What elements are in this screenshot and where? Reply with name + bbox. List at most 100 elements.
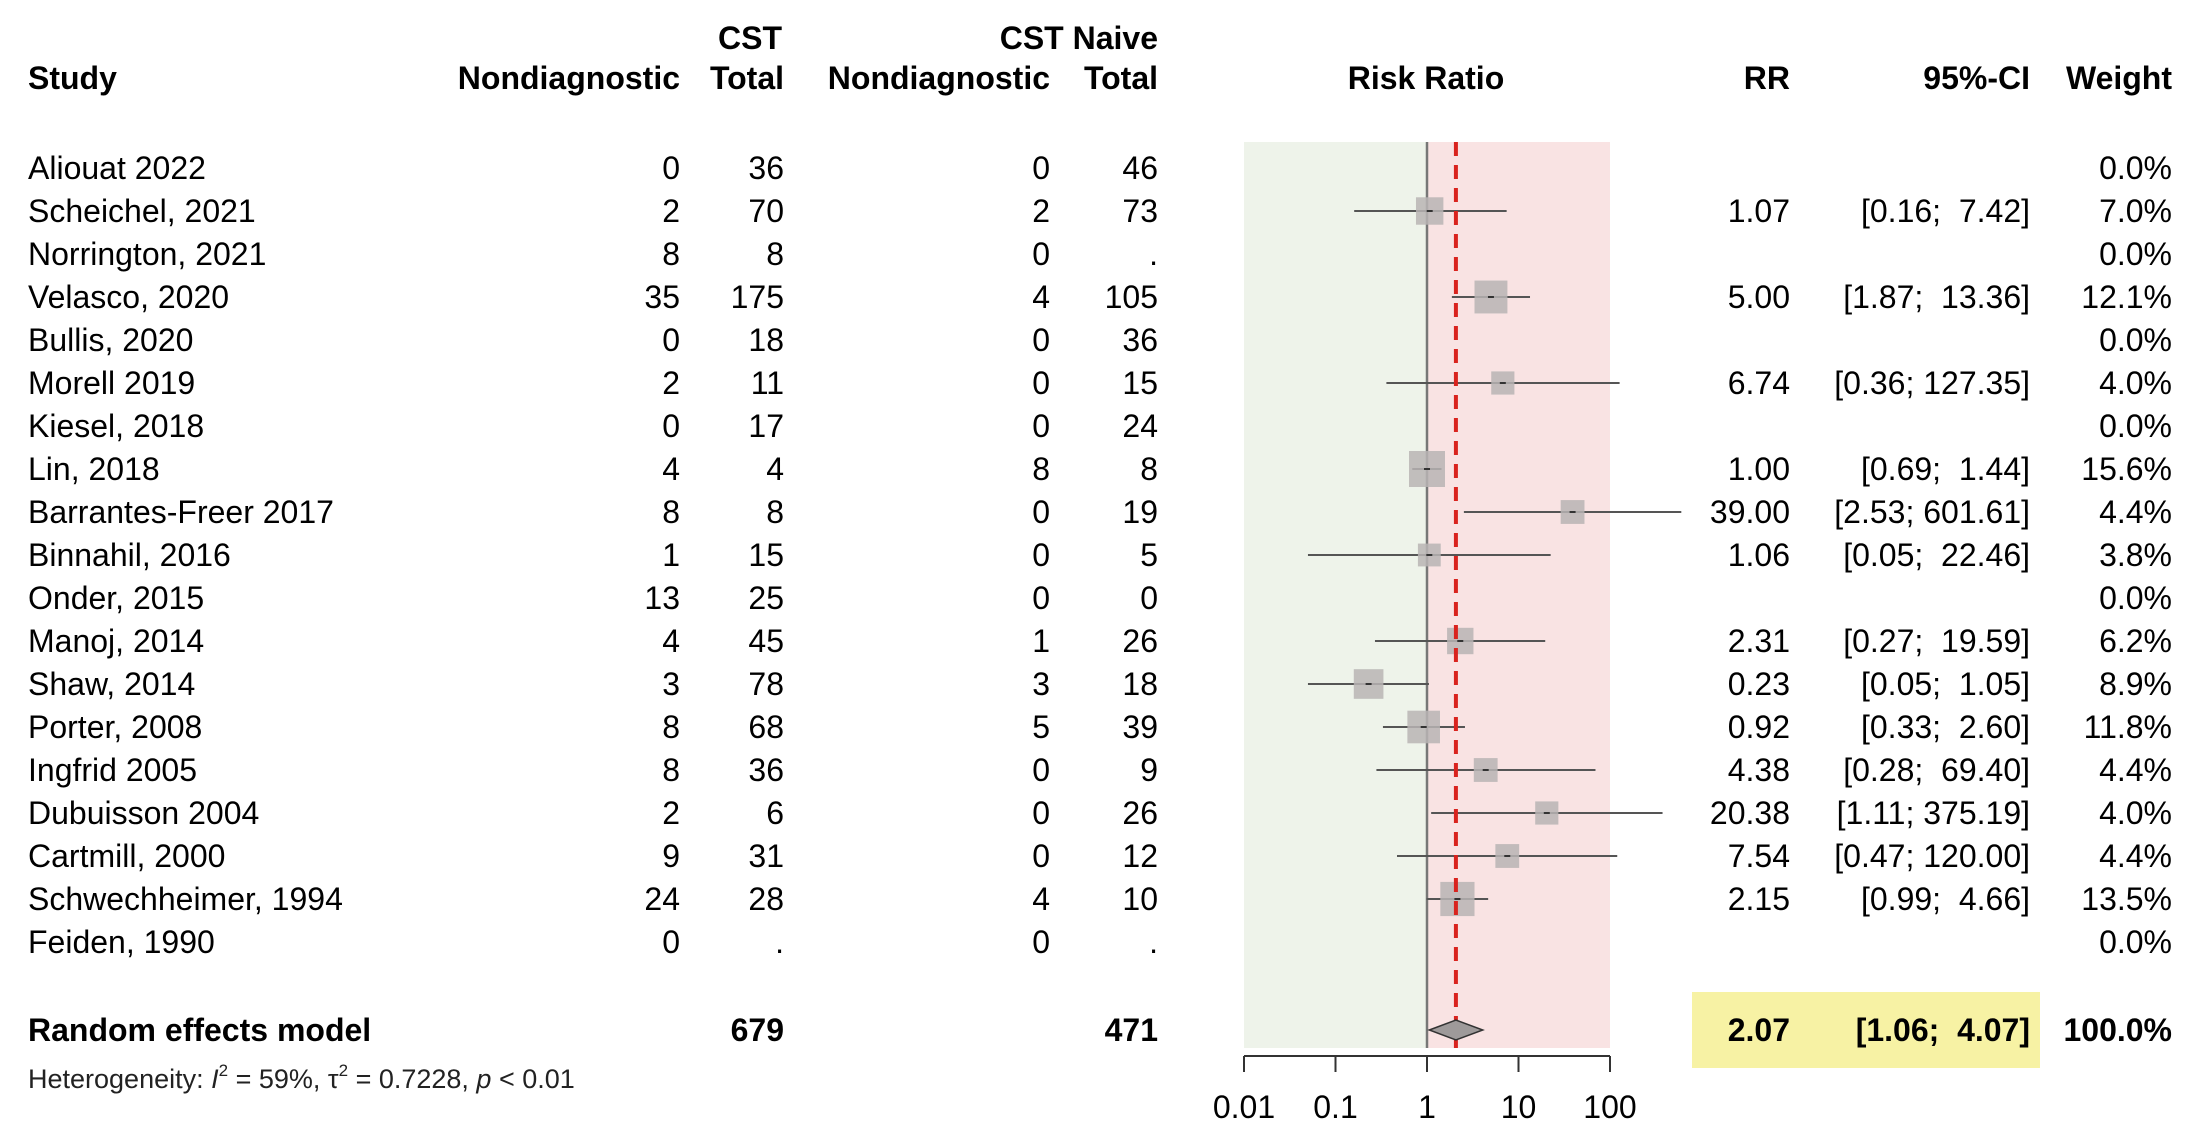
naive-nondiagnostic: 0 <box>1032 752 1050 788</box>
cst-nondiagnostic: 0 <box>662 322 680 358</box>
header-cst-naive: CST Naive <box>999 20 1158 56</box>
cst-total: . <box>775 924 784 960</box>
cst-nondiagnostic: 8 <box>662 236 680 272</box>
study-name: Cartmill, 2000 <box>28 838 226 874</box>
naive-total: 36 <box>1122 322 1158 358</box>
header-naive-total: Total <box>1083 60 1158 96</box>
naive-total: 24 <box>1122 408 1158 444</box>
cst-total: 31 <box>748 838 784 874</box>
cst-nondiagnostic: 0 <box>662 408 680 444</box>
study-ci: [0.16; 7.42] <box>1860 193 2030 229</box>
naive-total: 39 <box>1122 709 1158 745</box>
x-tick-label: 0.01 <box>1213 1089 1275 1125</box>
study-weight: 13.5% <box>2081 881 2172 917</box>
study-name: Morell 2019 <box>28 365 196 401</box>
naive-total: 8 <box>1140 451 1158 487</box>
i2-superscript: 2 <box>218 1061 229 1080</box>
study-rr: 0.23 <box>1727 666 1790 702</box>
p-symbol: p <box>476 1064 492 1094</box>
tau-value: = 0.7228, <box>348 1064 477 1094</box>
study-ci: [0.27; 19.59] <box>1843 623 2030 659</box>
pooled-rr: 2.07 <box>1727 1012 1790 1048</box>
study-rr: 2.15 <box>1727 881 1790 917</box>
naive-nondiagnostic: 0 <box>1032 838 1050 874</box>
study-name: Ingfrid 2005 <box>28 752 198 788</box>
study-name: Norrington, 2021 <box>28 236 267 272</box>
naive-nondiagnostic: 0 <box>1032 537 1050 573</box>
study-weight: 0.0% <box>2099 322 2172 358</box>
study-weight: 15.6% <box>2081 451 2172 487</box>
study-weight: 7.0% <box>2099 193 2172 229</box>
naive-nondiagnostic: 0 <box>1032 150 1050 186</box>
study-ci: [0.05; 1.05] <box>1860 666 2030 702</box>
cst-total: 175 <box>730 279 784 315</box>
naive-nondiagnostic: 2 <box>1032 193 1050 229</box>
naive-total: . <box>1149 236 1158 272</box>
study-ci: [0.69; 1.44] <box>1860 451 2030 487</box>
i2-symbol: I <box>211 1064 219 1094</box>
header-cst-total: Total <box>709 60 784 96</box>
study-weight: 3.8% <box>2099 537 2172 573</box>
study-ci: [0.47; 120.00] <box>1834 838 2030 874</box>
naive-nondiagnostic: 0 <box>1032 236 1050 272</box>
naive-nondiagnostic: 1 <box>1032 623 1050 659</box>
cst-nondiagnostic: 24 <box>644 881 680 917</box>
study-weight: 0.0% <box>2099 924 2172 960</box>
study-ci: [0.28; 69.40] <box>1843 752 2030 788</box>
naive-total: 46 <box>1122 150 1158 186</box>
cst-nondiagnostic: 9 <box>662 838 680 874</box>
tau-superscript: 2 <box>338 1061 349 1080</box>
study-weight: 0.0% <box>2099 150 2172 186</box>
naive-total: 10 <box>1122 881 1158 917</box>
pooled-cst-total: 679 <box>730 1012 784 1048</box>
study-rr: 20.38 <box>1709 795 1790 831</box>
study-weight: 4.4% <box>2099 752 2172 788</box>
cst-total: 11 <box>750 365 784 401</box>
pooled-naive-total: 471 <box>1104 1012 1158 1048</box>
naive-total: 19 <box>1122 494 1158 530</box>
naive-total: 0 <box>1140 580 1158 616</box>
study-weight: 6.2% <box>2099 623 2172 659</box>
study-name: Manoj, 2014 <box>28 623 205 659</box>
naive-total: 18 <box>1122 666 1158 702</box>
study-name: Feiden, 1990 <box>28 924 215 960</box>
naive-nondiagnostic: 4 <box>1032 881 1050 917</box>
cst-total: 18 <box>748 322 784 358</box>
x-tick-label: 100 <box>1583 1089 1636 1125</box>
pooled-diamond <box>1427 1019 1485 1041</box>
cst-total: 78 <box>748 666 784 702</box>
study-ci: [1.87; 13.36] <box>1843 279 2030 315</box>
naive-total: 12 <box>1122 838 1158 874</box>
cst-nondiagnostic: 2 <box>662 365 680 401</box>
cst-total: 28 <box>748 881 784 917</box>
naive-nondiagnostic: 0 <box>1032 580 1050 616</box>
cst-nondiagnostic: 8 <box>662 494 680 530</box>
study-name: Onder, 2015 <box>28 580 205 616</box>
study-weight: 8.9% <box>2099 666 2172 702</box>
cst-total: 36 <box>748 150 784 186</box>
study-name: Lin, 2018 <box>28 451 160 487</box>
header-weight: Weight <box>2065 60 2172 96</box>
study-name: Bullis, 2020 <box>28 322 194 358</box>
cst-nondiagnostic: 4 <box>662 451 680 487</box>
naive-total: 9 <box>1140 752 1158 788</box>
cst-nondiagnostic: 1 <box>662 537 680 573</box>
naive-total: . <box>1149 924 1158 960</box>
naive-nondiagnostic: 0 <box>1032 795 1050 831</box>
cst-total: 15 <box>748 537 784 573</box>
header-naive-nondiagnostic: Nondiagnostic <box>827 60 1050 96</box>
cst-total: 8 <box>766 494 784 530</box>
cst-nondiagnostic: 0 <box>662 150 680 186</box>
naive-total: 105 <box>1104 279 1158 315</box>
cst-total: 45 <box>748 623 784 659</box>
study-name: Barrantes-Freer 2017 <box>28 494 334 530</box>
x-tick-label: 1 <box>1418 1089 1436 1125</box>
shading-favors-left <box>1244 142 1427 1048</box>
study-rr: 39.00 <box>1709 494 1790 530</box>
naive-total: 73 <box>1122 193 1158 229</box>
naive-total: 26 <box>1122 623 1158 659</box>
cst-nondiagnostic: 35 <box>644 279 680 315</box>
study-ci: [0.05; 22.46] <box>1843 537 2030 573</box>
cst-nondiagnostic: 2 <box>662 193 680 229</box>
